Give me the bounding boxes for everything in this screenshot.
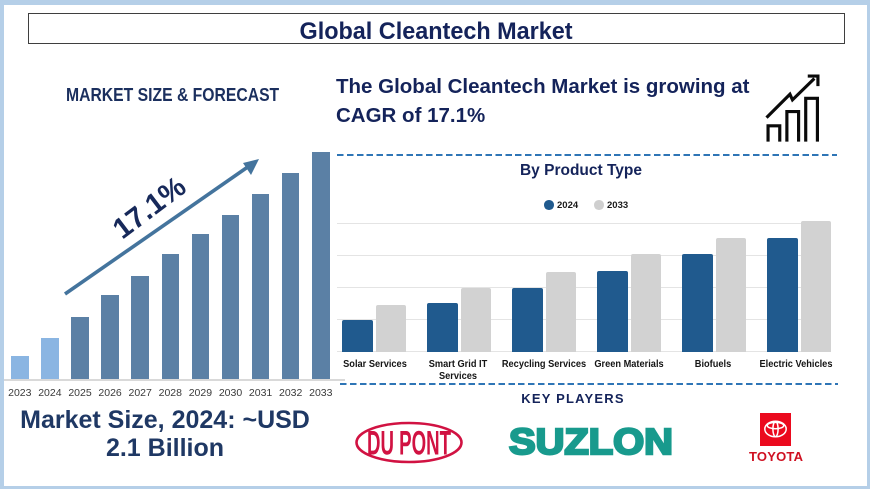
svg-text:SUZLON: SUZLON <box>509 423 673 457</box>
svg-text:DU PONT: DU PONT <box>367 425 451 463</box>
